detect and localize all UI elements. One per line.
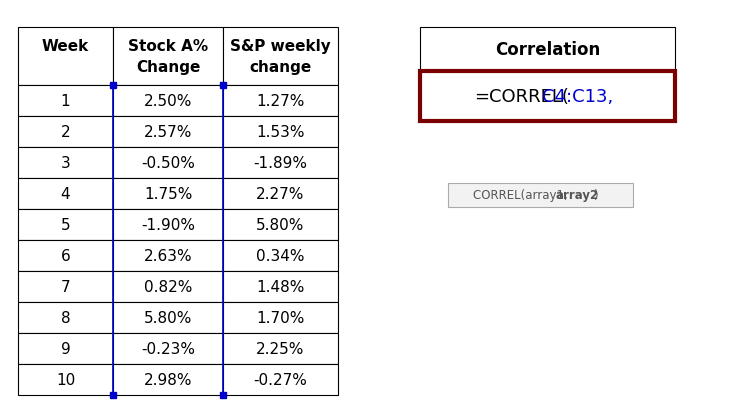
Bar [223,148,338,178]
Text: 2.98%: 2.98% [143,372,193,387]
Text: 5.80%: 5.80% [143,310,193,325]
Text: 1.75%: 1.75% [143,186,193,201]
Text: 9: 9 [61,341,70,356]
Bar [113,302,223,333]
Bar [448,184,633,207]
Bar [223,271,338,302]
Text: 1.70%: 1.70% [256,310,305,325]
Text: 1.53%: 1.53% [256,125,305,140]
Text: Stock A%: Stock A% [128,39,208,54]
Bar [18,117,113,148]
Bar [223,333,338,364]
Bar [223,364,338,395]
Text: -1.90%: -1.90% [141,217,195,233]
Text: =CORREL(C4:C13,: =CORREL(C4:C13, [464,88,630,106]
Bar [113,28,223,86]
Text: Correlation: Correlation [495,41,600,59]
Bar [18,271,113,302]
Bar [223,241,338,271]
Text: change: change [250,60,312,75]
Text: -1.89%: -1.89% [253,156,307,170]
Bar [113,117,223,148]
Text: -0.23%: -0.23% [141,341,195,356]
Bar [18,333,113,364]
Bar [113,241,223,271]
Bar [113,86,223,117]
Bar [18,86,113,117]
Text: 7: 7 [61,279,70,294]
Bar [420,72,675,122]
Bar [18,241,113,271]
Text: 2.63%: 2.63% [143,248,193,263]
Text: array2: array2 [556,189,599,202]
Bar [113,209,223,241]
Text: 4: 4 [61,186,70,201]
Text: 0.34%: 0.34% [256,248,305,263]
Text: 10: 10 [56,372,75,387]
Bar [113,333,223,364]
Text: 1.48%: 1.48% [256,279,305,294]
Text: 1: 1 [61,94,70,109]
Text: 2.27%: 2.27% [256,186,305,201]
Bar [223,302,338,333]
Text: 2.25%: 2.25% [256,341,305,356]
Text: Week: Week [42,39,89,54]
Bar [113,148,223,178]
Text: Change: Change [136,60,200,75]
Text: CORREL(array1,: CORREL(array1, [473,189,572,202]
Bar [223,178,338,209]
Text: 5.80%: 5.80% [256,217,305,233]
Text: 5: 5 [61,217,70,233]
Bar [18,209,113,241]
Text: -0.50%: -0.50% [141,156,195,170]
Text: 0.82%: 0.82% [143,279,193,294]
Text: 1.27%: 1.27% [256,94,305,109]
Text: 8: 8 [61,310,70,325]
Bar [113,271,223,302]
Text: 6: 6 [61,248,70,263]
Text: S&P weekly: S&P weekly [230,39,331,54]
Text: ): ) [593,189,597,202]
Text: 2: 2 [61,125,70,140]
Text: 2.57%: 2.57% [143,125,193,140]
Bar [18,302,113,333]
Text: -0.27%: -0.27% [253,372,307,387]
Bar [223,28,338,86]
Bar [113,178,223,209]
Bar [223,86,338,117]
Text: 2.50%: 2.50% [143,94,193,109]
Text: C4:C13,: C4:C13, [542,88,613,106]
Bar [420,28,675,72]
Bar [18,148,113,178]
Bar [18,364,113,395]
Bar [18,178,113,209]
Bar [18,28,113,86]
Bar [223,209,338,241]
Bar [223,117,338,148]
Bar [113,364,223,395]
Text: =CORREL(: =CORREL( [474,88,569,106]
Text: 3: 3 [61,156,70,170]
